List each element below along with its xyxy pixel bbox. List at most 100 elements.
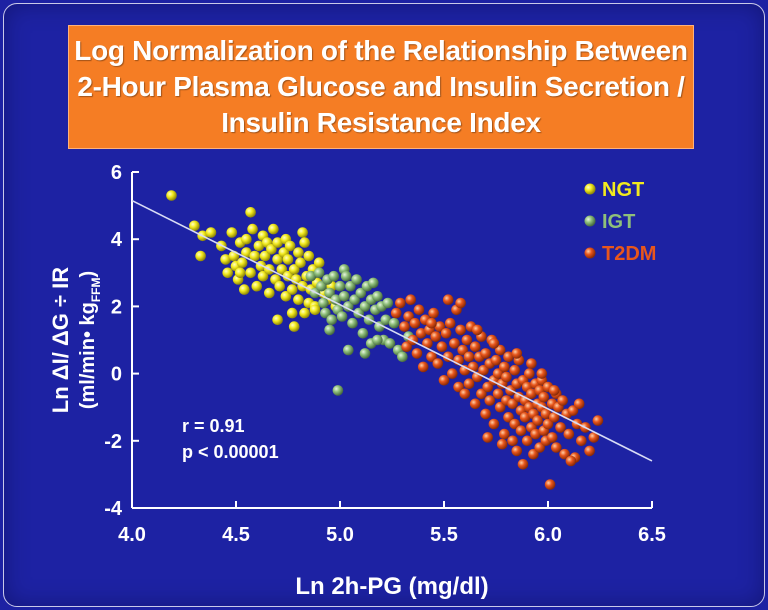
point-t2dm (430, 331, 442, 342)
point-t2dm (548, 412, 560, 423)
point-t2dm (440, 328, 452, 339)
point-igt (340, 270, 352, 282)
point-t2dm (555, 422, 566, 433)
legend: NGT IGT T2DM (584, 179, 656, 265)
chart-title-box: Log Normalization of the Relationship Be… (68, 25, 694, 149)
y-axis-label-line-1: Ln ΔI/ ΔG ÷ IR (48, 267, 73, 413)
point-igt (372, 291, 383, 302)
point-igt (324, 324, 335, 336)
point-igt (347, 317, 358, 329)
point-ngt (282, 270, 294, 282)
point-igt (318, 297, 329, 309)
y-tick-label: 4 (111, 229, 123, 251)
y-tick-label: -4 (104, 498, 123, 520)
point-t2dm (509, 418, 520, 430)
point-ngt (195, 250, 206, 262)
point-t2dm (469, 398, 481, 410)
point-ngt (282, 254, 294, 265)
legend-marker-t2dm (584, 247, 596, 259)
point-t2dm (449, 338, 460, 349)
point-t2dm (524, 368, 535, 379)
x-tick-label: 4.5 (222, 524, 250, 546)
point-t2dm (476, 388, 487, 400)
point-igt (343, 301, 354, 312)
point-t2dm (507, 398, 518, 410)
point-ngt (247, 223, 258, 235)
point-t2dm (434, 321, 446, 332)
point-ngt (245, 207, 256, 218)
point-ngt (245, 267, 256, 279)
point-igt (338, 291, 350, 302)
point-t2dm (503, 351, 514, 363)
point-t2dm (546, 432, 558, 443)
point-igt (372, 334, 383, 346)
point-t2dm (551, 442, 562, 453)
point-ngt (313, 257, 325, 269)
point-ngt (293, 294, 304, 306)
point-t2dm (536, 368, 548, 379)
y-tick-label: 2 (111, 296, 122, 318)
point-t2dm (544, 479, 556, 490)
point-igt (382, 297, 394, 309)
point-ngt (309, 304, 321, 316)
point-t2dm (538, 391, 550, 403)
point-t2dm (403, 311, 414, 322)
point-t2dm (395, 297, 406, 309)
point-t2dm (480, 348, 491, 359)
point-ngt (286, 284, 298, 295)
point-t2dm (488, 418, 500, 430)
point-igt (359, 348, 371, 359)
point-t2dm (436, 341, 448, 353)
point-t2dm (588, 432, 600, 443)
point-t2dm (417, 361, 429, 373)
point-t2dm (565, 455, 577, 467)
regression-line (131, 199, 653, 462)
point-igt (326, 314, 338, 326)
point-ngt (280, 291, 292, 302)
point-t2dm (488, 338, 500, 349)
point-ngt (249, 250, 260, 262)
point-t2dm (492, 368, 504, 379)
point-t2dm (453, 381, 464, 393)
point-t2dm (494, 401, 506, 413)
point-igt (324, 287, 335, 299)
point-t2dm (472, 324, 483, 336)
point-t2dm (399, 321, 410, 332)
point-t2dm (442, 294, 454, 306)
point-ngt (299, 307, 310, 319)
point-t2dm (557, 395, 568, 406)
point-t2dm (567, 405, 579, 416)
point-ngt (272, 254, 283, 265)
point-t2dm (517, 459, 529, 470)
x-tick-label: 5.0 (326, 524, 354, 546)
point-ngt (251, 280, 263, 292)
chart-title-line-1: Log Normalization of the Relationship Be… (74, 35, 688, 66)
point-igt (349, 294, 360, 306)
point-t2dm (447, 368, 458, 379)
legend-label-t2dm: T2DM (602, 243, 656, 265)
point-ngt (297, 227, 308, 238)
point-t2dm (422, 338, 433, 349)
point-igt (343, 344, 354, 356)
point-ngt (234, 267, 246, 279)
point-t2dm (496, 438, 508, 450)
point-t2dm (492, 388, 504, 400)
point-t2dm (509, 364, 520, 376)
point-t2dm (426, 351, 437, 363)
point-t2dm (461, 334, 473, 346)
point-t2dm (457, 344, 469, 356)
point-igt (316, 280, 327, 292)
axes (131, 172, 652, 509)
x-tick-label: 6.5 (638, 524, 666, 546)
point-t2dm (455, 324, 466, 336)
y-tick-label: -2 (104, 431, 122, 453)
point-t2dm (415, 328, 427, 339)
point-t2dm (530, 428, 541, 440)
point-t2dm (480, 408, 491, 420)
point-ngt (241, 247, 252, 258)
point-t2dm (548, 385, 560, 396)
point-t2dm (390, 307, 402, 319)
point-ngt (293, 247, 304, 258)
point-t2dm (503, 412, 514, 423)
